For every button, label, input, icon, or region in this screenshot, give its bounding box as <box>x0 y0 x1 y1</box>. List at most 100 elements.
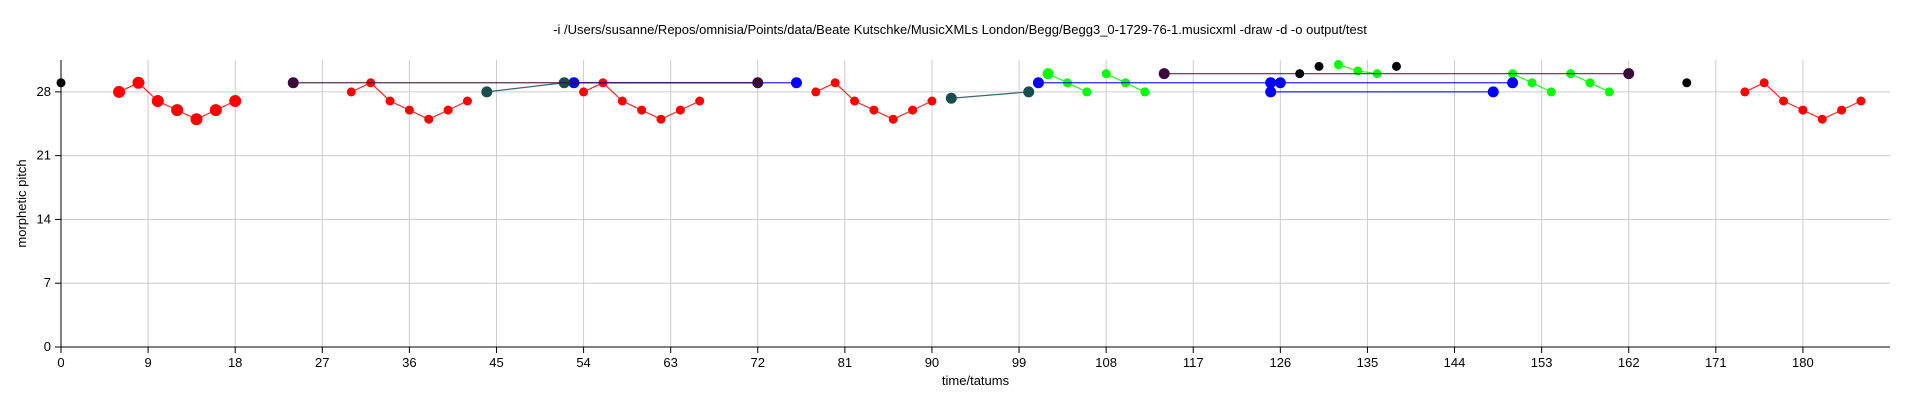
x-tick-label: 108 <box>1095 355 1117 370</box>
data-point <box>1623 68 1635 80</box>
data-point <box>675 105 685 115</box>
data-point <box>190 113 203 126</box>
data-point <box>1032 77 1044 89</box>
series-4 <box>287 68 1635 89</box>
data-point <box>1546 87 1556 97</box>
data-point <box>1779 96 1789 106</box>
y-axis-label: morphetic pitch <box>14 159 29 247</box>
series-1 <box>1042 60 1614 97</box>
data-point <box>132 76 145 89</box>
data-point <box>424 114 434 124</box>
x-tick-label: 63 <box>663 355 677 370</box>
x-tick-label: 18 <box>228 355 242 370</box>
x-tick-label: 117 <box>1183 355 1204 370</box>
data-point <box>869 105 879 115</box>
x-tick-label: 36 <box>402 355 416 370</box>
x-tick-label: 135 <box>1357 355 1379 370</box>
data-point <box>385 96 395 106</box>
data-point <box>481 86 493 98</box>
data-point <box>287 77 299 89</box>
data-point <box>1265 86 1277 98</box>
y-tick-label: 14 <box>37 211 51 226</box>
data-point <box>1798 105 1808 115</box>
x-tick-label: 180 <box>1792 355 1814 370</box>
data-point <box>1391 61 1401 71</box>
axes <box>55 60 1890 353</box>
y-tick-label: 0 <box>44 339 51 354</box>
data-point <box>1527 78 1537 88</box>
data-point <box>443 105 453 115</box>
data-point <box>811 87 821 97</box>
x-tick-label: 90 <box>925 355 939 370</box>
x-tick-label: 54 <box>576 355 590 370</box>
data-point <box>908 105 918 115</box>
x-tick-label: 126 <box>1269 355 1291 370</box>
series-2 <box>568 77 1519 98</box>
data-point <box>1817 114 1827 124</box>
data-point <box>346 87 356 97</box>
tick-labels: 0 9 18 27 36 45 54 63 72 81 90 99 108 117 126 135 144 153… <box>37 84 1814 370</box>
data-point <box>1295 69 1305 79</box>
data-point <box>945 92 957 104</box>
data-point <box>1604 87 1614 97</box>
data-point <box>1333 60 1343 70</box>
data-point <box>637 105 647 115</box>
x-tick-label: 9 <box>144 355 151 370</box>
data-point <box>695 96 705 106</box>
data-point <box>1759 78 1769 88</box>
data-point <box>790 77 802 89</box>
series-line <box>486 82 565 93</box>
data-point <box>579 87 589 97</box>
grid <box>60 60 1890 348</box>
data-point <box>1585 78 1595 88</box>
x-axis-label: time/tatums <box>942 373 1010 388</box>
data-point <box>1082 87 1092 97</box>
data-point <box>1856 96 1866 106</box>
series-0 <box>113 76 1866 126</box>
x-tick-label: 27 <box>315 355 329 370</box>
data-point <box>1487 86 1499 98</box>
data-point <box>209 104 222 117</box>
x-tick-label: 45 <box>489 355 503 370</box>
data-point <box>462 96 472 106</box>
x-tick-label: 171 <box>1705 355 1727 370</box>
data-point <box>171 104 184 117</box>
y-tick-label: 28 <box>37 84 51 99</box>
data-point <box>830 78 840 88</box>
data-point <box>1837 105 1847 115</box>
chart-title: -i /Users/susanne/Repos/omnisia/Points/d… <box>553 22 1367 37</box>
x-tick-label: 72 <box>751 355 765 370</box>
x-tick-label: 153 <box>1531 355 1553 370</box>
series-group <box>56 60 1866 126</box>
data-point <box>1740 87 1750 97</box>
data-point <box>1140 87 1150 97</box>
data-point <box>404 105 414 115</box>
x-tick-label: 81 <box>838 355 852 370</box>
x-tick-label: 144 <box>1444 355 1466 370</box>
data-point <box>656 114 666 124</box>
data-point <box>1274 77 1286 89</box>
data-point <box>1682 78 1692 88</box>
data-point <box>927 96 937 106</box>
data-point <box>1314 61 1324 71</box>
series-5 <box>56 61 1692 88</box>
data-point <box>850 96 860 106</box>
x-tick-label: 162 <box>1618 355 1640 370</box>
series-3 <box>481 77 1035 104</box>
x-tick-label: 0 <box>57 355 64 370</box>
y-tick-label: 21 <box>37 148 51 163</box>
data-point <box>1507 77 1519 89</box>
y-tick-label: 7 <box>44 275 51 290</box>
data-point <box>1158 68 1170 80</box>
data-point <box>617 96 627 106</box>
data-point <box>113 85 126 98</box>
data-point <box>1023 86 1035 98</box>
x-tick-label: 99 <box>1012 355 1026 370</box>
data-point <box>752 77 764 89</box>
data-point <box>1101 69 1111 79</box>
data-point <box>1265 77 1277 89</box>
data-point <box>1042 68 1054 80</box>
data-point <box>56 78 66 88</box>
data-point <box>229 95 242 107</box>
